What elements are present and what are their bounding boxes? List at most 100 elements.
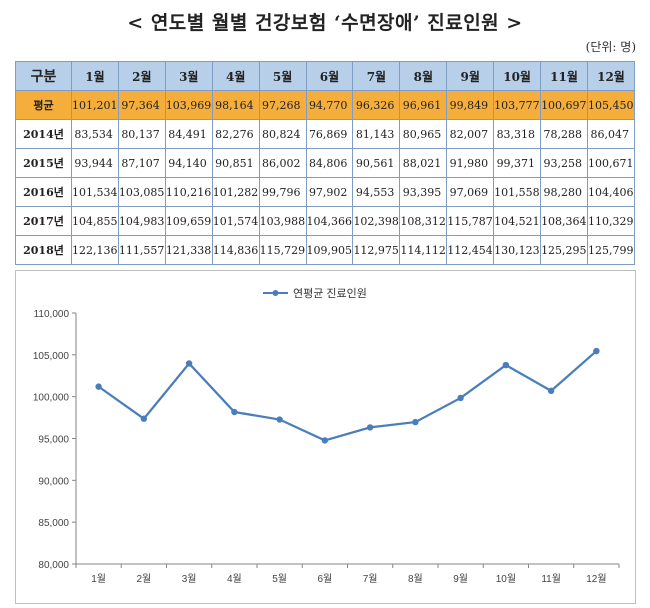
line-chart-svg: 연평균 진료인원 80,000 85,000 90,000 95,000 100,000… bbox=[33, 287, 620, 585]
table-cell: 99,796 bbox=[258, 177, 307, 207]
column-header: 11월 bbox=[540, 61, 588, 91]
column-header: 8월 bbox=[399, 61, 448, 91]
y-tick-label: 90,000 bbox=[38, 476, 69, 487]
data-point bbox=[547, 387, 555, 395]
table-cell: 125,799 bbox=[586, 235, 636, 265]
table-cell: 112,975 bbox=[352, 235, 401, 265]
table-cell: 103,969 bbox=[164, 90, 213, 120]
table-cell: 114,836 bbox=[211, 235, 260, 265]
table-cell: 111,557 bbox=[117, 235, 166, 265]
table-cell: 102,398 bbox=[352, 206, 401, 236]
x-tick-label: 12월 bbox=[586, 573, 606, 585]
table-cell: 99,371 bbox=[493, 148, 542, 178]
y-tick-label: 95,000 bbox=[38, 435, 69, 446]
column-header: 9월 bbox=[446, 61, 495, 91]
table-cell: 83,318 bbox=[493, 119, 542, 149]
row-header: 평균 bbox=[15, 90, 72, 120]
table-cell: 122,136 bbox=[71, 235, 119, 265]
table-cell: 86,002 bbox=[258, 148, 307, 178]
data-point bbox=[457, 394, 464, 402]
x-tick-label: 10월 bbox=[496, 573, 516, 585]
row-header: 2018년 bbox=[15, 235, 72, 265]
x-tick-label: 5월 bbox=[272, 573, 287, 585]
line-chart: 연평균 진료인원 80,000 85,000 90,000 95,000 100,000… bbox=[15, 270, 636, 604]
table-cell: 109,905 bbox=[305, 235, 354, 265]
data-table: 구분 1월 2월 3월 4월 5월 6월 7월 8월 9월 10월 11월 12… bbox=[15, 61, 636, 265]
table-cell: 103,085 bbox=[117, 177, 166, 207]
table-cell: 101,574 bbox=[211, 206, 260, 236]
table-cell: 84,491 bbox=[164, 119, 213, 149]
table-row: 2015년 93,944 87,107 94,140 90,851 86,002 84,80… bbox=[15, 148, 636, 178]
row-header: 2016년 bbox=[15, 177, 72, 207]
table-cell: 110,329 bbox=[586, 206, 636, 236]
table-header-row: 구분 1월 2월 3월 4월 5월 6월 7월 8월 9월 10월 11월 12… bbox=[15, 61, 636, 91]
table-cell: 78,288 bbox=[540, 119, 588, 149]
table-cell: 101,558 bbox=[493, 177, 542, 207]
table-corner-header: 구분 bbox=[15, 61, 72, 91]
column-header: 4월 bbox=[211, 61, 260, 91]
table-row: 2018년 122,136 111,557 121,338 114,836 115,729… bbox=[15, 235, 636, 265]
table-cell: 84,806 bbox=[305, 148, 354, 178]
column-header: 1월 bbox=[71, 61, 119, 91]
column-header: 7월 bbox=[352, 61, 401, 91]
data-point bbox=[231, 408, 238, 416]
data-point bbox=[593, 347, 600, 355]
data-point bbox=[140, 415, 148, 422]
x-tick-label: 2월 bbox=[136, 573, 151, 585]
table-cell: 94,140 bbox=[164, 148, 213, 178]
row-header: 2015년 bbox=[15, 148, 72, 178]
table-cell: 100,671 bbox=[586, 148, 636, 178]
table-cell: 97,364 bbox=[117, 90, 166, 120]
row-header: 2014년 bbox=[15, 119, 72, 149]
data-point bbox=[95, 383, 102, 390]
table-cell: 101,282 bbox=[211, 177, 260, 207]
x-tick-label: 11월 bbox=[541, 573, 561, 585]
table-cell: 94,553 bbox=[352, 177, 401, 207]
table-cell: 98,164 bbox=[211, 90, 260, 120]
table-cell: 97,069 bbox=[446, 177, 495, 207]
table-cell: 82,276 bbox=[211, 119, 260, 149]
y-axis: 80,000 85,000 90,000 95,000 100,000 105,000 11… bbox=[33, 309, 77, 571]
table-cell: 76,869 bbox=[305, 119, 354, 149]
y-tick-label: 80,000 bbox=[38, 560, 69, 571]
table-cell: 88,021 bbox=[399, 148, 448, 178]
column-header: 10월 bbox=[493, 61, 542, 91]
table-cell: 93,258 bbox=[540, 148, 588, 178]
table-cell: 109,659 bbox=[164, 206, 213, 236]
data-point bbox=[412, 418, 419, 426]
table-cell: 104,855 bbox=[71, 206, 119, 236]
data-point bbox=[366, 424, 374, 431]
plot-area bbox=[95, 347, 600, 444]
legend-label: 연평균 진료인원 bbox=[293, 287, 367, 300]
table-cell: 81,143 bbox=[352, 119, 401, 149]
table-cell: 115,787 bbox=[446, 206, 495, 236]
table-row: 2014년 83,534 80,137 84,491 82,276 80,824 76,86… bbox=[15, 119, 636, 149]
table-cell: 97,268 bbox=[258, 90, 307, 120]
page-title: < 연도별 월별 건강보험 ‘수면장애’ 진료인원 > bbox=[127, 12, 523, 34]
table-body: 평균 101,201 97,364 103,969 98,164 97,268 94,770… bbox=[15, 90, 636, 265]
table-row: 2017년 104,855 104,983 109,659 101,574 103,988… bbox=[15, 206, 636, 236]
table-cell: 115,729 bbox=[258, 235, 307, 265]
data-point bbox=[185, 360, 193, 367]
column-header: 3월 bbox=[164, 61, 213, 91]
table-cell: 90,851 bbox=[211, 148, 260, 178]
column-header: 2월 bbox=[117, 61, 166, 91]
table-cell: 80,137 bbox=[117, 119, 166, 149]
table-cell: 125,295 bbox=[540, 235, 588, 265]
table-cell: 80,824 bbox=[258, 119, 307, 149]
series-line bbox=[97, 350, 598, 442]
table-cell: 108,312 bbox=[399, 206, 448, 236]
table-cell: 86,047 bbox=[586, 119, 636, 149]
data-point bbox=[276, 416, 283, 423]
legend-marker-swatch bbox=[272, 290, 279, 296]
table-cell: 121,338 bbox=[164, 235, 213, 265]
chart-legend: 연평균 진료인원 bbox=[263, 287, 367, 300]
table-cell: 99,849 bbox=[446, 90, 495, 120]
table-cell: 103,777 bbox=[493, 90, 542, 120]
table-cell: 130,123 bbox=[493, 235, 542, 265]
column-header: 6월 bbox=[305, 61, 354, 91]
table-row: 2016년 101,534 103,085 110,216 101,282 99,796 9… bbox=[15, 177, 636, 207]
table-cell: 97,902 bbox=[305, 177, 354, 207]
table-cell: 93,395 bbox=[399, 177, 448, 207]
table-cell: 93,944 bbox=[71, 148, 119, 178]
